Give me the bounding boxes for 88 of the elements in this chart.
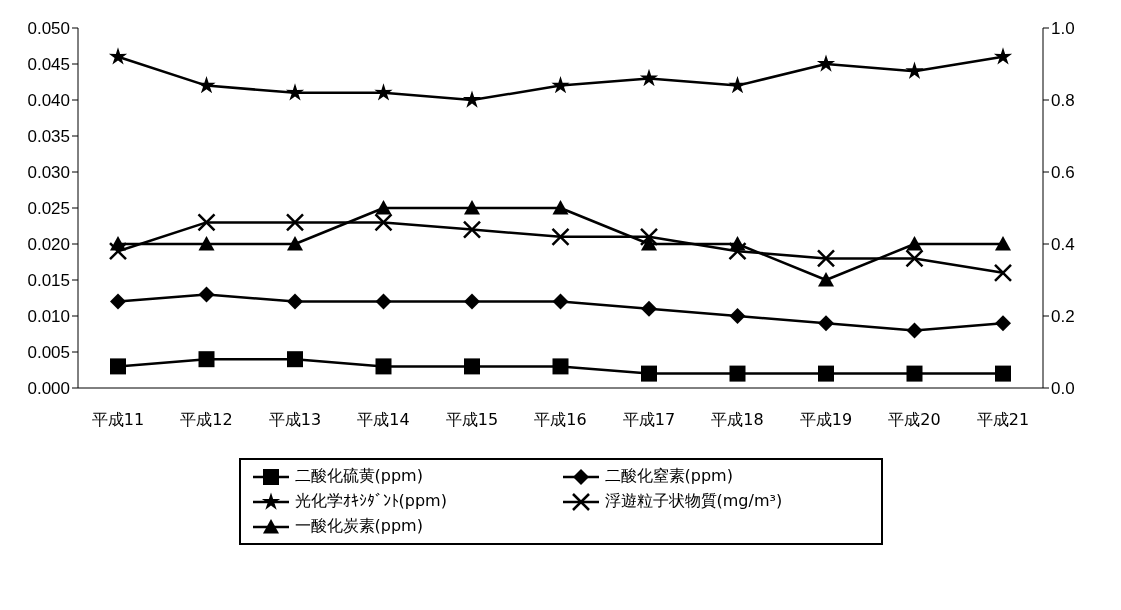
- x-tick-label: 平成18: [711, 410, 764, 430]
- y2-tick-label: 0.8: [1051, 91, 1075, 111]
- y-tick-label: 0.005: [27, 343, 70, 363]
- point: [729, 365, 746, 382]
- point: [906, 322, 923, 339]
- point: [551, 227, 570, 247]
- point: [287, 236, 303, 251]
- point: [993, 47, 1013, 65]
- point: [285, 213, 305, 232]
- x-tick-label: 平成20: [888, 410, 941, 430]
- point: [464, 200, 480, 215]
- x-tick-label: 平成13: [268, 410, 322, 430]
- y2-tick-label: 1.0: [1051, 19, 1075, 39]
- legend-label: 浮遊粒子状物質(mg/m³): [604, 491, 783, 512]
- y2-tick-label: 0.6: [1051, 163, 1075, 183]
- legend-label: 二酸化硫黄(ppm): [294, 466, 423, 487]
- x-tick-label: 平成21: [976, 410, 1030, 430]
- point: [995, 365, 1011, 382]
- y-tick-label: 0.050: [27, 19, 70, 39]
- point: [285, 83, 305, 101]
- point: [374, 83, 393, 101]
- point: [464, 358, 480, 375]
- y2-tick-label: 0.0: [1051, 379, 1075, 399]
- y-tick-label: 0.045: [27, 55, 70, 75]
- point: [464, 293, 480, 310]
- point: [110, 293, 126, 310]
- legend-label: 二酸化窒素(ppm): [604, 466, 733, 487]
- point: [906, 365, 923, 382]
- point: [551, 76, 570, 94]
- x-tick-label: 平成14: [357, 410, 410, 430]
- point: [906, 236, 923, 251]
- x-tick-label: 平成17: [622, 410, 676, 430]
- point: [818, 315, 834, 332]
- point: [995, 236, 1011, 251]
- x-tick-label: 平成15: [445, 410, 499, 430]
- y2-tick-label: 0.2: [1051, 307, 1075, 327]
- y-tick-label: 0.035: [27, 127, 70, 147]
- point: [462, 90, 482, 108]
- point: [993, 263, 1013, 283]
- point: [728, 76, 747, 94]
- point: [110, 358, 126, 375]
- point: [198, 351, 215, 368]
- point: [375, 293, 392, 310]
- point: [729, 308, 746, 324]
- point: [287, 293, 303, 310]
- point: [818, 272, 834, 287]
- point: [287, 351, 303, 368]
- point: [639, 68, 659, 87]
- point: [197, 213, 216, 232]
- point: [995, 315, 1011, 332]
- point: [375, 358, 392, 375]
- point: [375, 200, 392, 215]
- point: [198, 286, 215, 303]
- x-tick-label: 平成19: [799, 410, 853, 430]
- point: [641, 300, 657, 317]
- y-tick-label: 0.000: [27, 379, 70, 399]
- point: [198, 236, 215, 251]
- point: [728, 241, 747, 261]
- point: [905, 61, 924, 79]
- point: [552, 200, 569, 215]
- point: [110, 236, 126, 251]
- point: [729, 236, 746, 251]
- y2-tick-label: 0.4: [1051, 235, 1075, 255]
- point: [552, 358, 569, 375]
- point: [552, 293, 569, 310]
- x-tick-label: 平成16: [534, 410, 587, 430]
- point: [108, 241, 128, 261]
- y-tick-label: 0.010: [27, 307, 70, 327]
- y-tick-label: 0.030: [27, 163, 70, 183]
- y-tick-label: 0.040: [27, 91, 70, 111]
- legend-label: 光化学ｵｷｼﾀﾞﾝﾄ(ppm): [294, 491, 447, 512]
- point: [905, 249, 924, 268]
- point: [816, 54, 836, 72]
- point: [641, 365, 657, 382]
- x-tick-label: 平成11: [91, 410, 145, 430]
- point: [641, 236, 657, 251]
- x-tick-label: 平成12: [180, 410, 233, 430]
- point: [197, 76, 216, 94]
- point: [639, 227, 659, 247]
- legend-label: 一酸化炭素(ppm): [294, 516, 423, 537]
- point: [818, 365, 834, 382]
- point: [108, 47, 128, 65]
- point: [374, 213, 393, 232]
- y-tick-label: 0.020: [27, 235, 70, 255]
- y-tick-label: 0.015: [27, 271, 70, 291]
- y-tick-label: 0.025: [27, 199, 70, 219]
- point: [462, 220, 482, 239]
- point: [816, 249, 836, 268]
